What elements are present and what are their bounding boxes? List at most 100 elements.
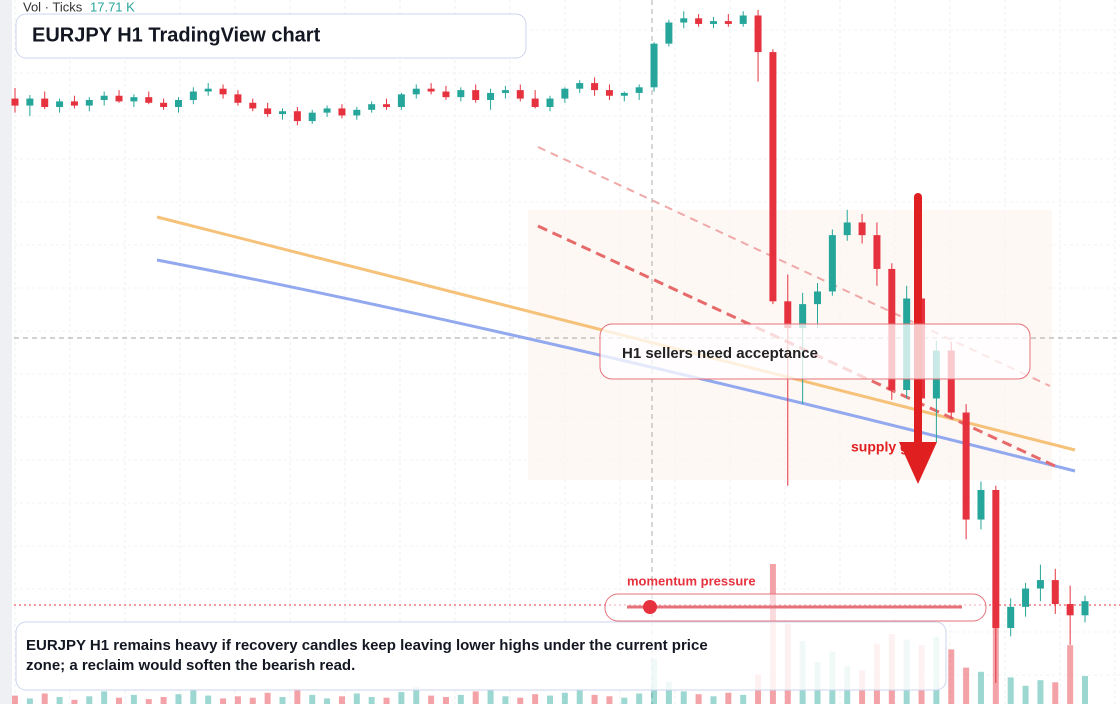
candle-body	[843, 222, 851, 236]
candle-body	[516, 90, 524, 99]
volume-bar	[606, 696, 613, 704]
candle-body	[828, 235, 836, 292]
volume-bar	[1052, 682, 1059, 704]
momentum-label: momentum pressure	[627, 573, 756, 588]
candle-body	[204, 88, 212, 92]
volume-bar	[264, 692, 271, 704]
volume-bar	[294, 688, 301, 704]
trend-dash-light	[537, 146, 1051, 387]
volume-bar	[1007, 677, 1014, 704]
candle-body	[962, 412, 970, 520]
candle-body	[769, 52, 777, 302]
volume-bar	[636, 693, 643, 704]
candle-body	[442, 91, 450, 98]
arrow-head	[899, 442, 937, 484]
volume-bar	[338, 696, 345, 704]
candle-body	[665, 22, 673, 44]
volume-bar	[695, 694, 702, 704]
candle-body	[799, 304, 807, 329]
volume-bar	[1067, 645, 1074, 704]
volume-bar	[561, 692, 568, 704]
volume-bar	[190, 690, 197, 704]
left-strip	[0, 0, 12, 704]
volume-bar	[428, 695, 435, 704]
volume-bar	[710, 696, 717, 704]
volume-bar	[309, 694, 316, 704]
volume-bar	[517, 697, 524, 704]
candle-body	[1036, 580, 1044, 589]
candle-body	[293, 111, 301, 122]
volume-bar	[948, 649, 955, 704]
candle-body	[174, 99, 182, 108]
candle-body	[11, 98, 19, 106]
volume-bar	[145, 699, 152, 704]
volume-bar	[116, 697, 123, 704]
volume-bar	[502, 696, 509, 704]
volume-bar	[977, 671, 984, 704]
volume-bar	[101, 691, 108, 704]
candle-body	[41, 98, 49, 108]
candle-body	[724, 21, 732, 24]
candle-body	[70, 101, 78, 106]
candle-body	[338, 108, 346, 116]
annotation-box	[599, 323, 1031, 380]
volume-bar	[547, 695, 553, 704]
candle-body	[160, 102, 168, 108]
volume-bar	[472, 691, 479, 704]
volume-bar	[279, 697, 286, 704]
volume-bar	[234, 696, 241, 704]
candle-body	[635, 87, 643, 93]
volume-bar	[621, 697, 628, 704]
volume-bar	[220, 698, 227, 704]
candle-body	[383, 104, 391, 108]
summary-text: EURJPY H1 remains heavy if recovery cand…	[26, 637, 708, 674]
candle-body	[680, 18, 688, 23]
volume-bar	[532, 694, 539, 704]
candle-body	[576, 83, 584, 89]
candle-body	[457, 90, 465, 98]
candle-body	[605, 90, 613, 96]
candle-body	[219, 88, 227, 95]
volume-bar	[963, 667, 970, 704]
volume-bar	[398, 692, 405, 704]
candle-body	[368, 104, 376, 110]
momentum-knob	[643, 600, 657, 614]
candle-body	[501, 90, 509, 93]
candle-body	[620, 92, 628, 96]
candle-body	[1051, 580, 1059, 605]
volume-bar	[680, 691, 687, 704]
candle-body	[234, 94, 242, 103]
candle-body	[1022, 588, 1030, 607]
candle-body	[1007, 606, 1015, 628]
volume-bar	[1082, 676, 1088, 704]
volume-bar	[86, 696, 93, 704]
title-box	[15, 13, 527, 59]
candle-body	[858, 222, 866, 236]
volume-bar	[740, 694, 747, 704]
volume-bar	[725, 692, 732, 704]
candle-body	[427, 88, 435, 92]
zone-label: supply gate	[851, 439, 929, 455]
candle-body	[531, 98, 539, 108]
volume-bar	[442, 697, 449, 704]
volume-bar	[160, 697, 167, 704]
candle-body	[130, 97, 138, 102]
volume-bar	[487, 689, 494, 704]
volume-bar	[12, 695, 18, 704]
candle-body	[977, 489, 985, 520]
volume-bar	[383, 697, 390, 704]
volume-bar	[457, 694, 464, 704]
candle-body	[1081, 601, 1089, 616]
volume-bar	[324, 698, 331, 704]
candle-body	[754, 15, 762, 53]
candle-body	[591, 83, 599, 91]
volume-bar	[1022, 685, 1029, 704]
candle-body	[308, 112, 316, 122]
candle-body	[56, 101, 64, 108]
candle-body	[26, 98, 34, 106]
candle-body	[814, 291, 821, 305]
candle-body	[873, 235, 881, 269]
summary-wrap: EURJPY H1 remains heavy if recovery cand…	[26, 637, 708, 674]
candle-body	[546, 98, 554, 108]
